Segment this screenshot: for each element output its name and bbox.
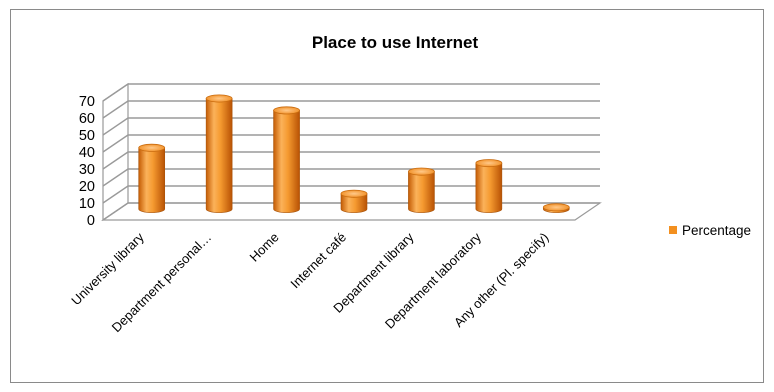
bars <box>138 94 570 213</box>
bar <box>340 189 368 213</box>
gridlines <box>102 83 600 221</box>
legend-label: Percentage <box>682 223 751 238</box>
bar <box>408 167 435 213</box>
gridline <box>102 83 600 102</box>
bar <box>273 106 300 213</box>
bar-top <box>542 203 570 212</box>
gridline <box>102 117 600 136</box>
y-tick-label: 0 <box>87 213 95 229</box>
y-tick-label: 30 <box>79 162 95 178</box>
legend: Percentage <box>669 223 751 238</box>
gridline <box>102 151 600 170</box>
x-tick-label: Home <box>247 230 282 265</box>
bar <box>475 159 503 213</box>
bar-top <box>475 159 503 168</box>
gridline <box>102 185 600 204</box>
chart-title: Place to use Internet <box>312 33 479 52</box>
bar-body <box>273 110 300 213</box>
x-tick-label: University library <box>68 229 147 308</box>
bar-body <box>475 162 503 213</box>
y-tick-label: 60 <box>79 111 95 127</box>
bar <box>138 143 166 213</box>
bar-body <box>340 193 368 213</box>
legend-swatch <box>669 226 677 234</box>
y-tick-label: 10 <box>79 196 95 212</box>
bar-body <box>408 171 435 213</box>
y-tick-label: 40 <box>79 145 95 161</box>
y-tick-label: 20 <box>79 179 95 195</box>
bar <box>205 94 233 213</box>
gridline <box>102 202 600 221</box>
y-tick-label: 50 <box>79 128 95 144</box>
gridline <box>102 168 600 187</box>
gridline <box>102 134 600 153</box>
bar-top <box>205 94 233 103</box>
bar-top <box>408 167 435 176</box>
y-tick-label: 70 <box>79 94 95 110</box>
bar-body <box>205 98 233 213</box>
chart-side-wall <box>102 82 129 222</box>
bar <box>542 203 570 213</box>
bar-top <box>138 143 166 152</box>
bar-body <box>138 147 166 213</box>
bar-top <box>273 106 300 115</box>
chart-frame <box>10 9 764 383</box>
x-tick-label: Internet café <box>287 230 349 292</box>
bar-top <box>340 189 368 198</box>
gridline <box>102 100 600 119</box>
